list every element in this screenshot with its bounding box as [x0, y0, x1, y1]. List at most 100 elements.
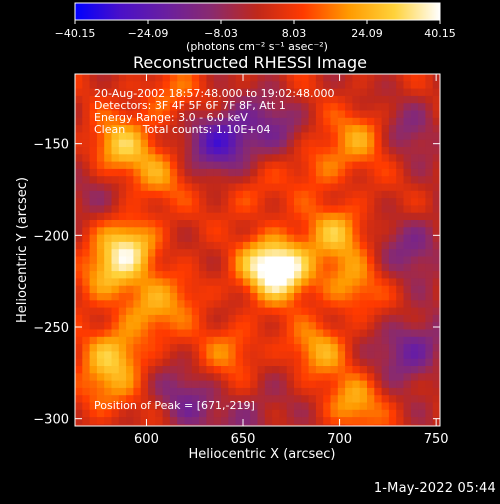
heatmap-cell: [272, 176, 280, 184]
heatmap-cell: [75, 409, 83, 418]
heatmap-cell: [148, 147, 156, 155]
heatmap-cell: [388, 387, 397, 396]
heatmap-cell: [403, 241, 412, 250]
heatmap-cell: [133, 154, 142, 162]
heatmap-cell: [337, 125, 346, 133]
heatmap-cell: [96, 234, 105, 243]
heatmap-cell: [228, 74, 236, 82]
heatmap-cell: [155, 293, 163, 301]
heatmap-cell: [272, 256, 280, 265]
heatmap-cell: [410, 198, 419, 206]
heatmap-cell: [169, 132, 178, 141]
heatmap-cell: [308, 300, 317, 308]
heatmap-cell: [403, 205, 412, 214]
heatmap-cell: [82, 241, 90, 250]
heatmap-cell: [228, 147, 236, 155]
heatmap-cell: [242, 154, 251, 162]
heatmap-cell: [410, 358, 419, 367]
heatmap-cell: [191, 336, 200, 345]
heatmap-cell: [345, 366, 353, 374]
heatmap-cell: [396, 95, 404, 104]
peak-position-label: Position of Peak = [671,-219]: [94, 399, 255, 412]
heatmap-cell: [82, 307, 90, 316]
heatmap-cell: [118, 395, 127, 403]
heatmap-cell: [184, 358, 193, 367]
heatmap-cell: [184, 183, 193, 192]
heatmap-cell: [191, 387, 200, 396]
heatmap-cell: [403, 249, 412, 257]
heatmap-cell: [162, 183, 171, 192]
heatmap-cell: [126, 387, 134, 396]
heatmap-cell: [177, 125, 185, 133]
heatmap-cell: [257, 307, 266, 316]
heatmap-cell: [352, 307, 361, 316]
heatmap-cell: [359, 154, 368, 162]
heatmap-cell: [345, 344, 353, 352]
heatmap-cell: [301, 95, 309, 104]
heatmap-cell: [323, 154, 331, 162]
heatmap-cell: [89, 307, 98, 316]
heatmap-cell: [133, 168, 142, 177]
heatmap-cell: [323, 88, 331, 97]
heatmap-cell: [162, 147, 171, 155]
heatmap-cell: [374, 220, 382, 228]
heatmap-cell: [315, 358, 324, 367]
heatmap-cell: [403, 366, 412, 374]
heatmap-cell: [418, 234, 426, 243]
heatmap-cell: [250, 351, 258, 360]
heatmap-cell: [388, 285, 397, 294]
heatmap-cell: [388, 314, 397, 323]
heatmap-cell: [96, 220, 105, 228]
heatmap-cell: [191, 74, 200, 82]
heatmap-cell: [388, 205, 397, 214]
heatmap-cell: [162, 220, 171, 228]
heatmap-cell: [323, 205, 331, 214]
heatmap-cell: [374, 234, 382, 243]
heatmap-cell: [272, 139, 280, 148]
heatmap-cell: [235, 190, 244, 199]
heatmap-cell: [337, 300, 346, 308]
heatmap-cell: [111, 198, 120, 206]
heatmap-cell: [294, 395, 302, 403]
heatmap-cell: [235, 278, 244, 287]
heatmap-cell: [250, 183, 258, 192]
heatmap-cell: [199, 176, 207, 184]
heatmap-cell: [301, 293, 309, 301]
heatmap-cell: [396, 205, 404, 214]
heatmap-cell: [403, 293, 412, 301]
heatmap-cell: [257, 409, 266, 418]
heatmap-cell: [264, 329, 273, 338]
heatmap-cell: [126, 366, 134, 374]
heatmap-cell: [410, 424, 419, 427]
heatmap-cell: [272, 387, 280, 396]
heatmap-cell: [221, 424, 229, 427]
heatmap-cell: [308, 278, 317, 287]
heatmap-cell: [140, 95, 149, 104]
heatmap-cell: [213, 198, 222, 206]
heatmap-cell: [118, 220, 127, 228]
heatmap-cell: [279, 344, 288, 352]
heatmap-cell: [111, 220, 120, 228]
heatmap-cell: [367, 285, 375, 294]
heatmap-cell: [301, 74, 309, 82]
heatmap-cell: [206, 278, 215, 287]
heatmap-cell: [359, 256, 368, 265]
heatmap-cell: [155, 424, 163, 427]
heatmap-cell: [301, 322, 309, 330]
heatmap-cell: [184, 285, 193, 294]
heatmap-cell: [111, 366, 120, 374]
heatmap-cell: [155, 95, 163, 104]
heatmap-cell: [403, 278, 412, 287]
heatmap-cell: [213, 88, 222, 97]
heatmap-cell: [213, 314, 222, 323]
heatmap-cell: [367, 300, 375, 308]
heatmap-cell: [301, 241, 309, 250]
heatmap-cell: [228, 117, 236, 126]
heatmap-cell: [381, 81, 390, 89]
heatmap-cell: [308, 132, 317, 141]
heatmap-cell: [308, 88, 317, 97]
heatmap-cell: [294, 314, 302, 323]
heatmap-cell: [301, 147, 309, 155]
heatmap-cell: [279, 139, 288, 148]
heatmap-cell: [286, 402, 295, 411]
